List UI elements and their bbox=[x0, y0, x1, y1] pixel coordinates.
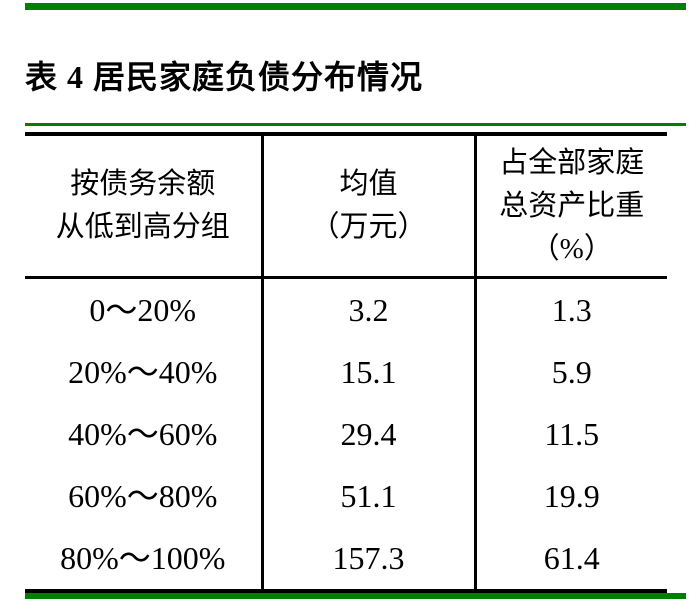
table-row: 40%～60% 29.4 11.5 bbox=[25, 403, 667, 465]
table-row: 60%～80% 51.1 19.9 bbox=[25, 465, 667, 527]
group-cell: 80%～100% bbox=[60, 540, 226, 576]
header-asset-share-column: 占全部家庭 总资产比重 （%） bbox=[473, 134, 667, 279]
table-row: 0～20% 3.2 1.3 bbox=[25, 277, 667, 341]
header-line: 总资产比重 bbox=[499, 189, 645, 222]
mean-cell: 15.1 bbox=[260, 341, 475, 403]
mean-cell: 3.2 bbox=[260, 277, 475, 341]
caption-underline-rule bbox=[25, 123, 686, 126]
share-cell: 61.4 bbox=[473, 527, 667, 591]
group-cell: 20%～40% bbox=[68, 354, 218, 390]
mean-cell: 157.3 bbox=[260, 527, 475, 591]
share-cell: 11.5 bbox=[473, 403, 667, 465]
share-cell: 19.9 bbox=[473, 465, 667, 527]
table-row: 20%～40% 15.1 5.9 bbox=[25, 341, 667, 403]
table-row: 80%～100% 157.3 61.4 bbox=[25, 527, 667, 591]
mean-cell: 29.4 bbox=[260, 403, 475, 465]
header-mean-column: 均值 （万元） bbox=[260, 134, 475, 279]
header-line: 占全部家庭 bbox=[499, 146, 645, 179]
header-row: 按债务余额 从低到高分组 均值 （万元） 占全部家庭 总资产比重 （%） bbox=[25, 134, 667, 279]
household-debt-table: 按债务余额 从低到高分组 均值 （万元） 占全部家庭 总资产比重 （%） 0～2… bbox=[25, 132, 667, 593]
header-line: 均值 bbox=[339, 168, 398, 200]
header-line: 按债务余额 bbox=[70, 168, 216, 200]
header-line: 从低到高分组 bbox=[55, 211, 230, 243]
bottom-green-rule bbox=[25, 593, 686, 599]
group-cell: 60%～80% bbox=[68, 478, 218, 514]
group-cell: 0～20% bbox=[89, 292, 197, 328]
header-line: （%） bbox=[530, 232, 613, 265]
mean-cell: 51.1 bbox=[260, 465, 475, 527]
header-debt-group-column: 按债务余额 从低到高分组 bbox=[25, 134, 262, 279]
share-cell: 1.3 bbox=[473, 277, 667, 341]
group-cell: 40%～60% bbox=[68, 416, 218, 452]
table-caption: 表 4 居民家庭负债分布情况 bbox=[25, 59, 424, 95]
header-line: （万元） bbox=[310, 211, 427, 243]
top-green-rule bbox=[25, 3, 686, 10]
share-cell: 5.9 bbox=[473, 341, 667, 403]
